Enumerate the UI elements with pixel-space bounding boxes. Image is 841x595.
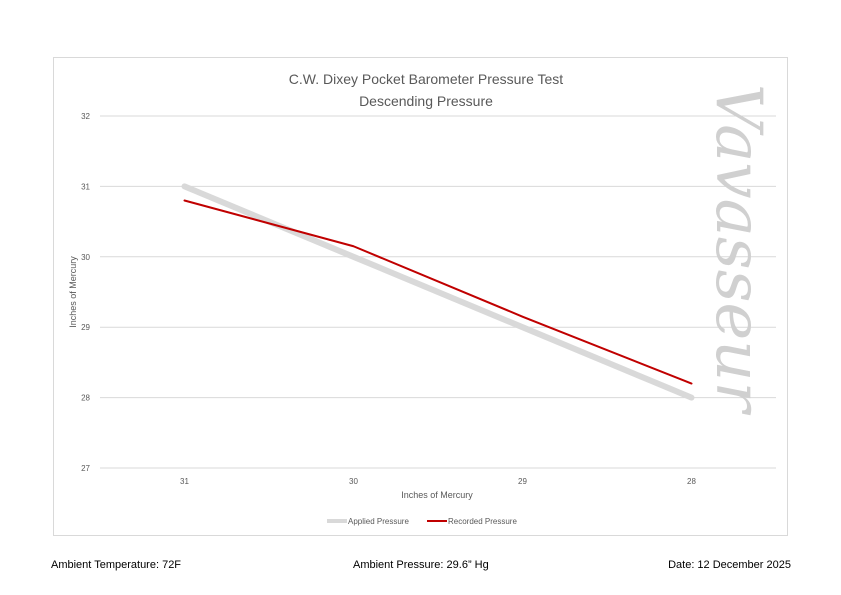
y-tick-label: 30 [81, 253, 90, 262]
x-tick-label: 30 [349, 477, 358, 486]
x-tick-label: 31 [180, 477, 189, 486]
x-tick-label: 28 [687, 477, 696, 486]
series-line-applied-pressure [181, 183, 695, 401]
series-line-recorded-pressure [183, 199, 693, 385]
chart-subtitle: Descending Pressure [359, 93, 493, 109]
y-tick-label: 31 [81, 182, 90, 191]
y-tick-label: 29 [81, 323, 90, 332]
test-date: Date: 12 December 2025 [668, 559, 791, 571]
ambient-pressure: Ambient Pressure: 29.6” Hg [353, 559, 489, 571]
chart-title: C.W. Dixey Pocket Barometer Pressure Tes… [289, 71, 563, 87]
x-tick-label: 29 [518, 477, 527, 486]
chart-frame [53, 57, 788, 536]
y-tick-label: 32 [81, 112, 90, 121]
y-axis-label: Inches of Mercury [68, 256, 78, 328]
legend-label: Recorded Pressure [448, 517, 517, 526]
y-tick-label: 27 [81, 464, 90, 473]
x-axis-label: Inches of Mercury [401, 490, 473, 500]
ambient-temperature: Ambient Temperature: 72F [51, 559, 182, 571]
legend-label: Applied Pressure [348, 517, 409, 526]
y-tick-label: 28 [81, 394, 90, 403]
watermark-signature: Vavasseur [701, 84, 775, 416]
